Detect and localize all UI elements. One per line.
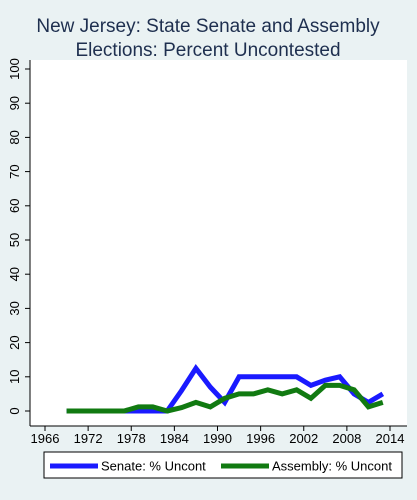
y-tick-label: 70: [7, 164, 22, 178]
x-tick-label: 1996: [246, 431, 275, 446]
axes: 0 10 20 30 40 50 60 70 80 90 100 1966 1972 1978 1984 19…: [7, 58, 407, 446]
x-tick-label: 1972: [74, 431, 103, 446]
chart-title-line-2: Elections: Percent Uncontested: [75, 40, 340, 61]
series-lines: [66, 363, 385, 414]
x-tick-label: 1978: [117, 431, 146, 446]
y-tick-label: 40: [7, 267, 22, 281]
x-tick-label: 2002: [289, 431, 318, 446]
chart-title-line-1: New Jersey: State Senate and Assembly: [36, 16, 380, 37]
legend-label-assembly: Assembly: % Uncont: [272, 459, 392, 474]
legend-label-senate: Senate: % Uncont: [101, 459, 206, 474]
y-tick-label: 30: [7, 301, 22, 315]
x-tick-label: 1984: [160, 431, 189, 446]
y-tick-label: 60: [7, 199, 22, 213]
x-tick-label: 1966: [31, 431, 60, 446]
y-tick-label: 0: [7, 407, 22, 414]
x-tick-label: 2008: [332, 431, 361, 446]
x-tick-label: 1990: [203, 431, 232, 446]
series-line-assembly: [66, 382, 384, 414]
y-tick-label: 20: [7, 335, 22, 349]
plot-area: [30, 60, 407, 426]
y-tick-label: 10: [7, 370, 22, 384]
y-tick-label: 50: [7, 233, 22, 247]
y-tick-label: 80: [7, 130, 22, 144]
y-tick-label: 90: [7, 96, 22, 110]
x-tick-label: 2014: [376, 431, 405, 446]
legend: Senate: % Uncont Assembly: % Uncont: [50, 459, 392, 474]
y-tick-label: 100: [7, 58, 22, 80]
